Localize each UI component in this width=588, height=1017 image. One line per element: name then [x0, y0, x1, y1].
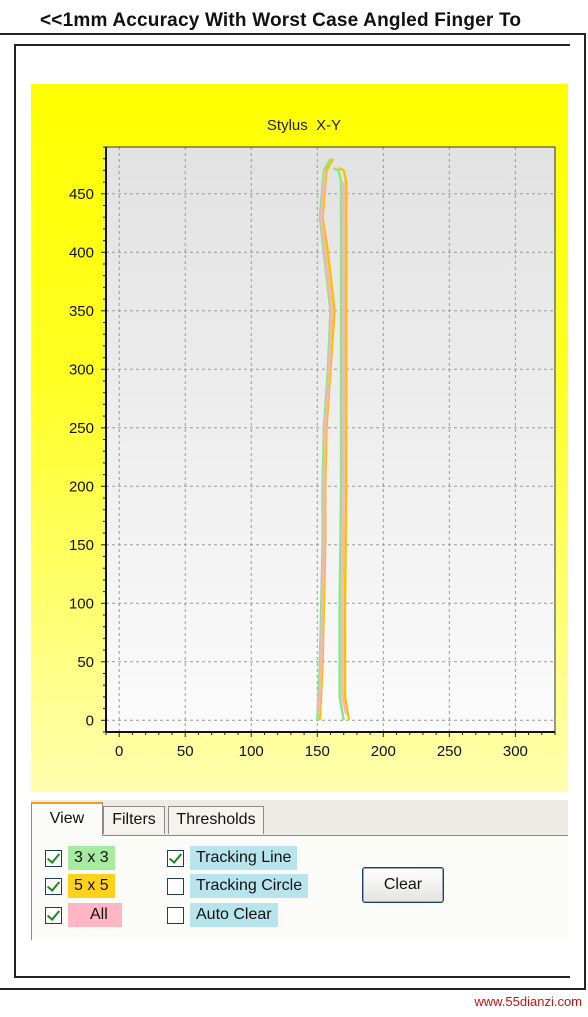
y-tick-label: 250 — [69, 420, 94, 437]
y-tick-label: 350 — [69, 303, 94, 320]
y-tick-label: 150 — [69, 537, 94, 554]
outer-frame — [0, 33, 586, 990]
plot-area: 0 50 100 150 200 250 300 0 50 100 150 200 250 300 350 4… — [69, 146, 556, 760]
label-tracking-circle: Tracking Circle — [190, 874, 309, 898]
stylus-xy-chart: Stylus X-Y 0 50 100 150 200 250 300 0 50 100 150 20… — [69, 117, 556, 760]
x-tick-label: 0 — [115, 743, 123, 760]
plot-background — [106, 147, 555, 732]
checkbox-auto-clear[interactable] — [167, 906, 184, 924]
option-tracking-circle[interactable]: Tracking Circle — [167, 874, 309, 898]
tab-filters[interactable]: Filters — [103, 806, 165, 834]
series-trace — [341, 182, 348, 715]
tab-thresholds[interactable]: Thresholds — [168, 806, 264, 834]
series-trace — [317, 170, 334, 715]
option-all[interactable]: All — [45, 903, 122, 927]
y-tick-label: 200 — [69, 478, 94, 495]
x-tick-label: 150 — [305, 743, 330, 760]
option-3x3[interactable]: 3 x 3 — [45, 846, 115, 870]
watermark: www.55dianzi.com — [474, 994, 582, 1009]
x-tick-label: 200 — [371, 743, 396, 760]
checkbox-tracking-line[interactable] — [167, 849, 184, 867]
label-3x3: 3 x 3 — [68, 846, 115, 870]
label-5x5: 5 x 5 — [68, 874, 115, 898]
y-tick-label: 450 — [69, 186, 94, 203]
x-tick-label: 250 — [437, 743, 462, 760]
option-tracking-line[interactable]: Tracking Line — [167, 846, 298, 870]
checkbox-all[interactable] — [45, 906, 62, 924]
y-tick-label: 50 — [77, 654, 94, 671]
label-tracking-line: Tracking Line — [190, 846, 298, 870]
series-trace — [337, 166, 351, 721]
x-tick-label: 100 — [239, 743, 264, 760]
checkbox-tracking-circle[interactable] — [167, 877, 184, 895]
tab-view[interactable]: View — [31, 802, 103, 836]
window-title: <<1mm Accuracy With Worst Case Angled Fi… — [40, 10, 522, 31]
y-tick-label: 300 — [69, 361, 94, 378]
checkbox-5x5[interactable] — [45, 877, 62, 895]
y-tick-label: 100 — [69, 595, 94, 612]
series-trace — [318, 158, 336, 721]
label-auto-clear: Auto Clear — [190, 903, 278, 927]
x-tick-label: 300 — [503, 743, 528, 760]
option-5x5[interactable]: 5 x 5 — [45, 874, 115, 898]
clear-button[interactable]: Clear — [362, 867, 444, 903]
y-tick-label: 0 — [86, 712, 94, 729]
chart-title: Stylus X-Y — [267, 117, 341, 134]
y-tick-label: 400 — [69, 244, 94, 261]
series-trace — [332, 166, 345, 721]
x-tick-label: 50 — [177, 743, 194, 760]
series-trace — [316, 158, 332, 721]
option-auto-clear[interactable]: Auto Clear — [167, 903, 278, 927]
label-all: All — [68, 903, 122, 927]
checkbox-3x3[interactable] — [45, 849, 62, 867]
